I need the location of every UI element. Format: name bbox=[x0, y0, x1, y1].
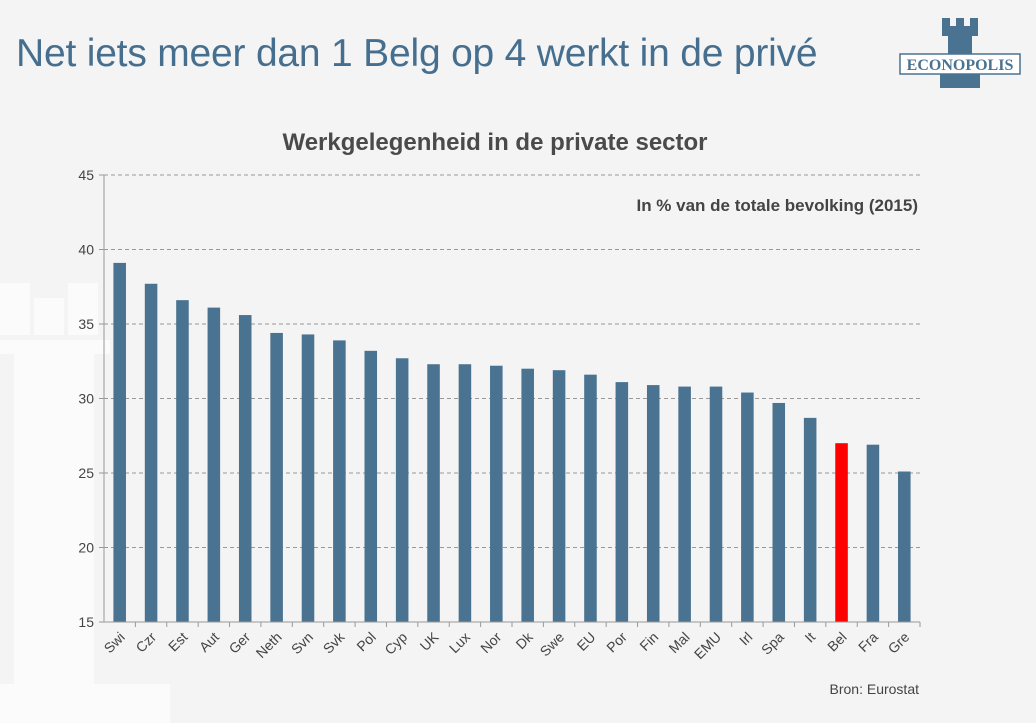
bar-swi bbox=[113, 262, 126, 622]
x-tick-label: EU bbox=[574, 629, 599, 654]
y-tick-label: 20 bbox=[78, 540, 94, 556]
x-axis-ticks: Swi Czr Est Aut Ger Neth Svn Svk Pol Cyp UK Lux Nor D… bbox=[101, 622, 921, 662]
x-tick-label: Neth bbox=[253, 629, 285, 661]
bar-bel bbox=[835, 443, 848, 622]
x-tick-label: Por bbox=[603, 629, 630, 656]
x-tick-label: EMU bbox=[691, 629, 724, 662]
bar-uk bbox=[427, 364, 440, 622]
x-tick-label: Cyp bbox=[381, 629, 410, 658]
x-tick-label: Nor bbox=[477, 629, 505, 657]
bar-gre bbox=[898, 471, 911, 622]
source-note: Bron: Eurostat bbox=[829, 681, 920, 697]
bar-nor bbox=[490, 365, 503, 622]
bar-it bbox=[803, 417, 817, 622]
x-tick-label: Swe bbox=[537, 629, 568, 660]
chart-title: Werkgelegenheid in de private sector bbox=[282, 129, 708, 156]
x-tick-label: Czr bbox=[132, 629, 159, 656]
x-tick-label: Gre bbox=[885, 629, 913, 657]
x-tick-label: Mal bbox=[665, 629, 692, 656]
x-tick-label: Pol bbox=[353, 629, 379, 655]
x-tick-label: Fra bbox=[855, 629, 881, 655]
x-tick-label: Irl bbox=[736, 629, 756, 649]
bar-por bbox=[615, 382, 629, 622]
y-tick-label: 15 bbox=[78, 614, 94, 630]
x-tick-label: Aut bbox=[196, 629, 222, 655]
x-tick-label: Bel bbox=[824, 629, 850, 655]
bar-mal bbox=[678, 386, 691, 622]
x-tick-label: Svn bbox=[288, 629, 316, 657]
x-tick-label: It bbox=[801, 629, 818, 646]
bar-spa bbox=[772, 402, 786, 622]
bar-svk bbox=[333, 340, 346, 622]
x-tick-label: Spa bbox=[758, 629, 787, 658]
gridlines bbox=[104, 174, 920, 548]
econopolis-logo: ECONOPOLIS bbox=[899, 18, 1021, 88]
chart-subtitle: In % van de totale bevolking (2015) bbox=[636, 196, 918, 215]
bar-dk bbox=[521, 368, 534, 622]
x-tick-label: Swi bbox=[101, 629, 128, 656]
bar-fin bbox=[646, 385, 660, 622]
bar-neth bbox=[270, 332, 283, 622]
bars bbox=[113, 262, 911, 622]
x-tick-label: Est bbox=[165, 629, 191, 655]
bar-swe bbox=[552, 370, 566, 622]
bar-emu bbox=[709, 386, 723, 622]
bar-ger bbox=[238, 315, 252, 622]
logo-text: ECONOPOLIS bbox=[907, 57, 1014, 74]
x-tick-label: Ger bbox=[226, 629, 254, 657]
bar-eu bbox=[584, 374, 597, 622]
bar-irl bbox=[741, 392, 754, 622]
bar-aut bbox=[207, 307, 221, 622]
y-axis-ticks: 15 20 25 30 35 40 45 bbox=[78, 167, 104, 630]
bar-svn bbox=[301, 334, 315, 622]
bar-czr bbox=[144, 283, 158, 622]
bar-pol bbox=[364, 350, 378, 622]
x-tick-label: UK bbox=[417, 628, 443, 654]
slide-title: Net iets meer dan 1 Belg op 4 werkt in d… bbox=[16, 32, 818, 75]
y-tick-label: 25 bbox=[78, 465, 94, 481]
y-tick-label: 45 bbox=[78, 167, 94, 183]
bar-cyp bbox=[395, 358, 409, 622]
x-tick-label: Fin bbox=[636, 629, 661, 654]
x-tick-label: Svk bbox=[320, 628, 349, 657]
bar-lux bbox=[458, 364, 472, 622]
x-tick-label: Dk bbox=[512, 628, 536, 652]
bar-fra bbox=[866, 444, 880, 622]
bar-est bbox=[176, 300, 189, 622]
y-tick-label: 35 bbox=[78, 316, 94, 332]
x-tick-label: Lux bbox=[446, 629, 473, 656]
y-tick-label: 40 bbox=[78, 242, 94, 258]
y-tick-label: 30 bbox=[78, 391, 94, 407]
